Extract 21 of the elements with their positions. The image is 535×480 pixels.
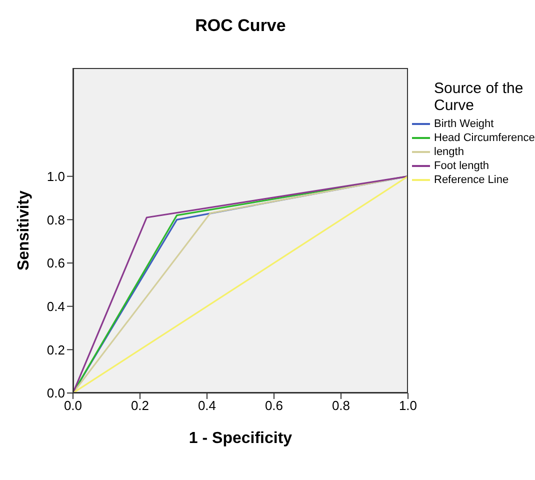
x-tick-label: 0.2 [130,398,150,414]
y-tick-label: 0.2 [46,342,65,358]
legend-label: Reference Line [434,174,509,186]
x-axis-title: 1 - Specificity [188,430,292,447]
legend-label: Birth Weight [434,118,494,130]
x-tick-label: 0.4 [198,398,216,414]
x-tick-label: 0.6 [264,398,284,414]
y-axis-title: Sensitivity [16,190,33,271]
x-tick-label: 1.0 [398,398,418,414]
y-tick-label: 1.0 [46,168,65,184]
y-tick-label: 0.4 [46,298,65,314]
legend-label: Head Circumference [434,132,535,144]
legend-label: length [434,146,464,158]
x-tick-label: 0.0 [64,398,82,414]
x-tick-label: 0.8 [332,398,350,414]
y-tick-label: 0.6 [46,256,65,271]
legend-label: Foot length [434,160,490,172]
y-tick-label: 0.0 [46,386,65,401]
y-tick-label: 0.8 [46,212,65,228]
chart-title: ROC Curve [194,16,287,36]
legend-title: Source of the Curve [434,80,524,114]
